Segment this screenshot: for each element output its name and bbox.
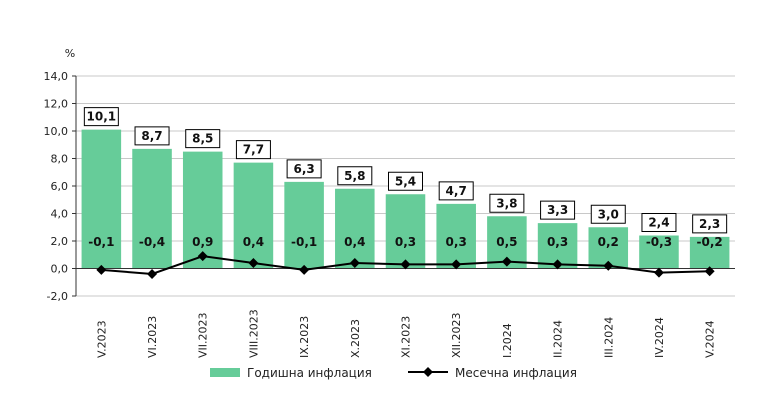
legend: Годишна инфлация Месечна инфлация	[210, 366, 577, 380]
bar	[132, 148, 172, 269]
bar-data-label: 8,5	[192, 132, 213, 146]
bar	[689, 236, 730, 269]
y-tick-label: 4,0	[51, 208, 69, 221]
line-data-label: 0,2	[598, 235, 619, 249]
line-data-label: 0,5	[496, 235, 517, 249]
x-category-label: II.2024	[552, 320, 565, 358]
bar	[81, 129, 122, 269]
bar-data-label: 8,7	[141, 129, 162, 143]
x-category-label: IV.2024	[653, 317, 666, 358]
line-data-label: -0,2	[697, 235, 723, 249]
line-point-marker	[603, 260, 614, 271]
x-category-label: VI.2023	[146, 316, 159, 358]
bar-data-label: 3,0	[598, 207, 619, 221]
bar-data-label-box	[438, 181, 474, 201]
x-category-label: XII.2023	[450, 312, 463, 358]
bar-data-label-box	[641, 213, 677, 232]
bar-data-label: 10,1	[87, 110, 117, 124]
x-category-label: X.2023	[349, 319, 362, 358]
line-data-labels: -0,1 -0,4 0,9 0,4 -0,1 0,4 0,3 0,3 0,5 0,3 0,2 -0,3…	[88, 235, 723, 249]
bar	[233, 162, 274, 269]
line-data-label: 0,4	[243, 235, 264, 249]
bar-data-label: 6,3	[293, 162, 314, 176]
bar-data-label-box	[692, 214, 728, 234]
x-category-label: VIII.2023	[247, 309, 260, 358]
y-tick-label: 8,0	[51, 153, 69, 166]
line-point-marker	[653, 267, 664, 278]
bar-data-label-box	[489, 193, 525, 213]
line-point-marker	[248, 258, 259, 268]
line-data-label: -0,1	[291, 235, 317, 249]
line-point-marker	[704, 266, 715, 277]
line-data-label: 0,9	[192, 235, 213, 249]
bar-data-label-box	[134, 126, 170, 146]
bar-data-label-box	[540, 200, 576, 220]
legend-label-monthly: Месечна инфлация	[455, 366, 577, 380]
line-point-marker	[552, 259, 563, 270]
line-point-marker	[147, 269, 158, 279]
line-point-marker	[501, 256, 512, 267]
x-category-label: VII.2023	[197, 312, 210, 358]
bar-data-label: 2,4	[648, 216, 669, 230]
y-tick-label: -2,0	[47, 290, 68, 303]
bar	[284, 181, 324, 269]
y-tick-label: 10,0	[44, 125, 69, 138]
bar	[182, 151, 223, 269]
line-point-marker	[299, 264, 310, 275]
bar-data-label: 4,7	[446, 184, 467, 198]
bar	[639, 235, 679, 269]
line-data-label: 0,4	[344, 235, 365, 249]
line-point-marker	[197, 251, 208, 262]
bar-data-label-box	[388, 171, 423, 191]
bar	[436, 203, 476, 269]
y-tick-label: 0,0	[51, 263, 69, 276]
line-point-marker	[400, 259, 411, 270]
x-category-label: IX.2023	[298, 316, 311, 358]
line-point-marker	[451, 259, 462, 270]
bar-data-label: 5,4	[395, 174, 416, 188]
bar-data-label: 2,3	[699, 217, 720, 231]
x-category-label: V.2023	[95, 320, 108, 358]
line-point-marker	[349, 258, 360, 268]
line-data-label: 0,3	[395, 235, 416, 249]
bar-data-label: 3,3	[547, 203, 568, 217]
bar-data-label: 5,8	[344, 169, 365, 183]
bar	[335, 188, 375, 269]
bar-data-label-box	[337, 166, 373, 186]
legend-marker-monthly	[423, 367, 433, 377]
bar	[385, 194, 426, 269]
line-point-marker	[96, 264, 107, 275]
line-data-label: 0,3	[446, 235, 467, 249]
y-axis: -2,0 0,0 2,0 4,0 6,0 8,0 10,0 12,0 14,0	[44, 70, 77, 303]
line-data-label: 0,3	[547, 235, 568, 249]
line-data-label: -0,4	[139, 235, 165, 249]
y-tick-label: 14,0	[44, 70, 69, 83]
x-category-label: I.2024	[501, 323, 514, 358]
bar-data-label-box	[185, 129, 221, 149]
x-category-label: V.2024	[704, 320, 717, 358]
x-axis-categories: V.2023 VI.2023 VII.2023 VIII.2023 IX.2023 X.2…	[95, 309, 716, 358]
legend-label-annual: Годишна инфлация	[247, 366, 372, 380]
bar-data-label: 3,8	[496, 196, 517, 210]
x-category-label: III.2024	[602, 317, 615, 358]
line-series-monthly	[96, 251, 715, 279]
bar-data-label-box	[83, 107, 119, 127]
bar-data-label-box	[590, 204, 626, 224]
bar-data-label-box	[235, 140, 271, 160]
y-tick-label: 2,0	[51, 235, 69, 248]
line-data-label: -0,3	[646, 235, 672, 249]
line-data-label: -0,1	[88, 235, 114, 249]
bar-data-label: 7,7	[243, 143, 264, 157]
bar-data-labels: 10,1 8,7 8,5 7,7 6,3 5,8 5,4 4,7 3,8 3,3 3,0 2,4 2,3	[83, 107, 728, 234]
y-tick-label: 12,0	[44, 98, 69, 111]
legend-swatch-annual	[210, 368, 240, 377]
x-category-label: XI.2023	[400, 316, 413, 358]
y-axis-unit-label: %	[65, 47, 75, 60]
y-tick-label: 6,0	[51, 180, 69, 193]
bar-series-annual	[81, 129, 730, 269]
bar-data-label-box	[286, 159, 322, 179]
